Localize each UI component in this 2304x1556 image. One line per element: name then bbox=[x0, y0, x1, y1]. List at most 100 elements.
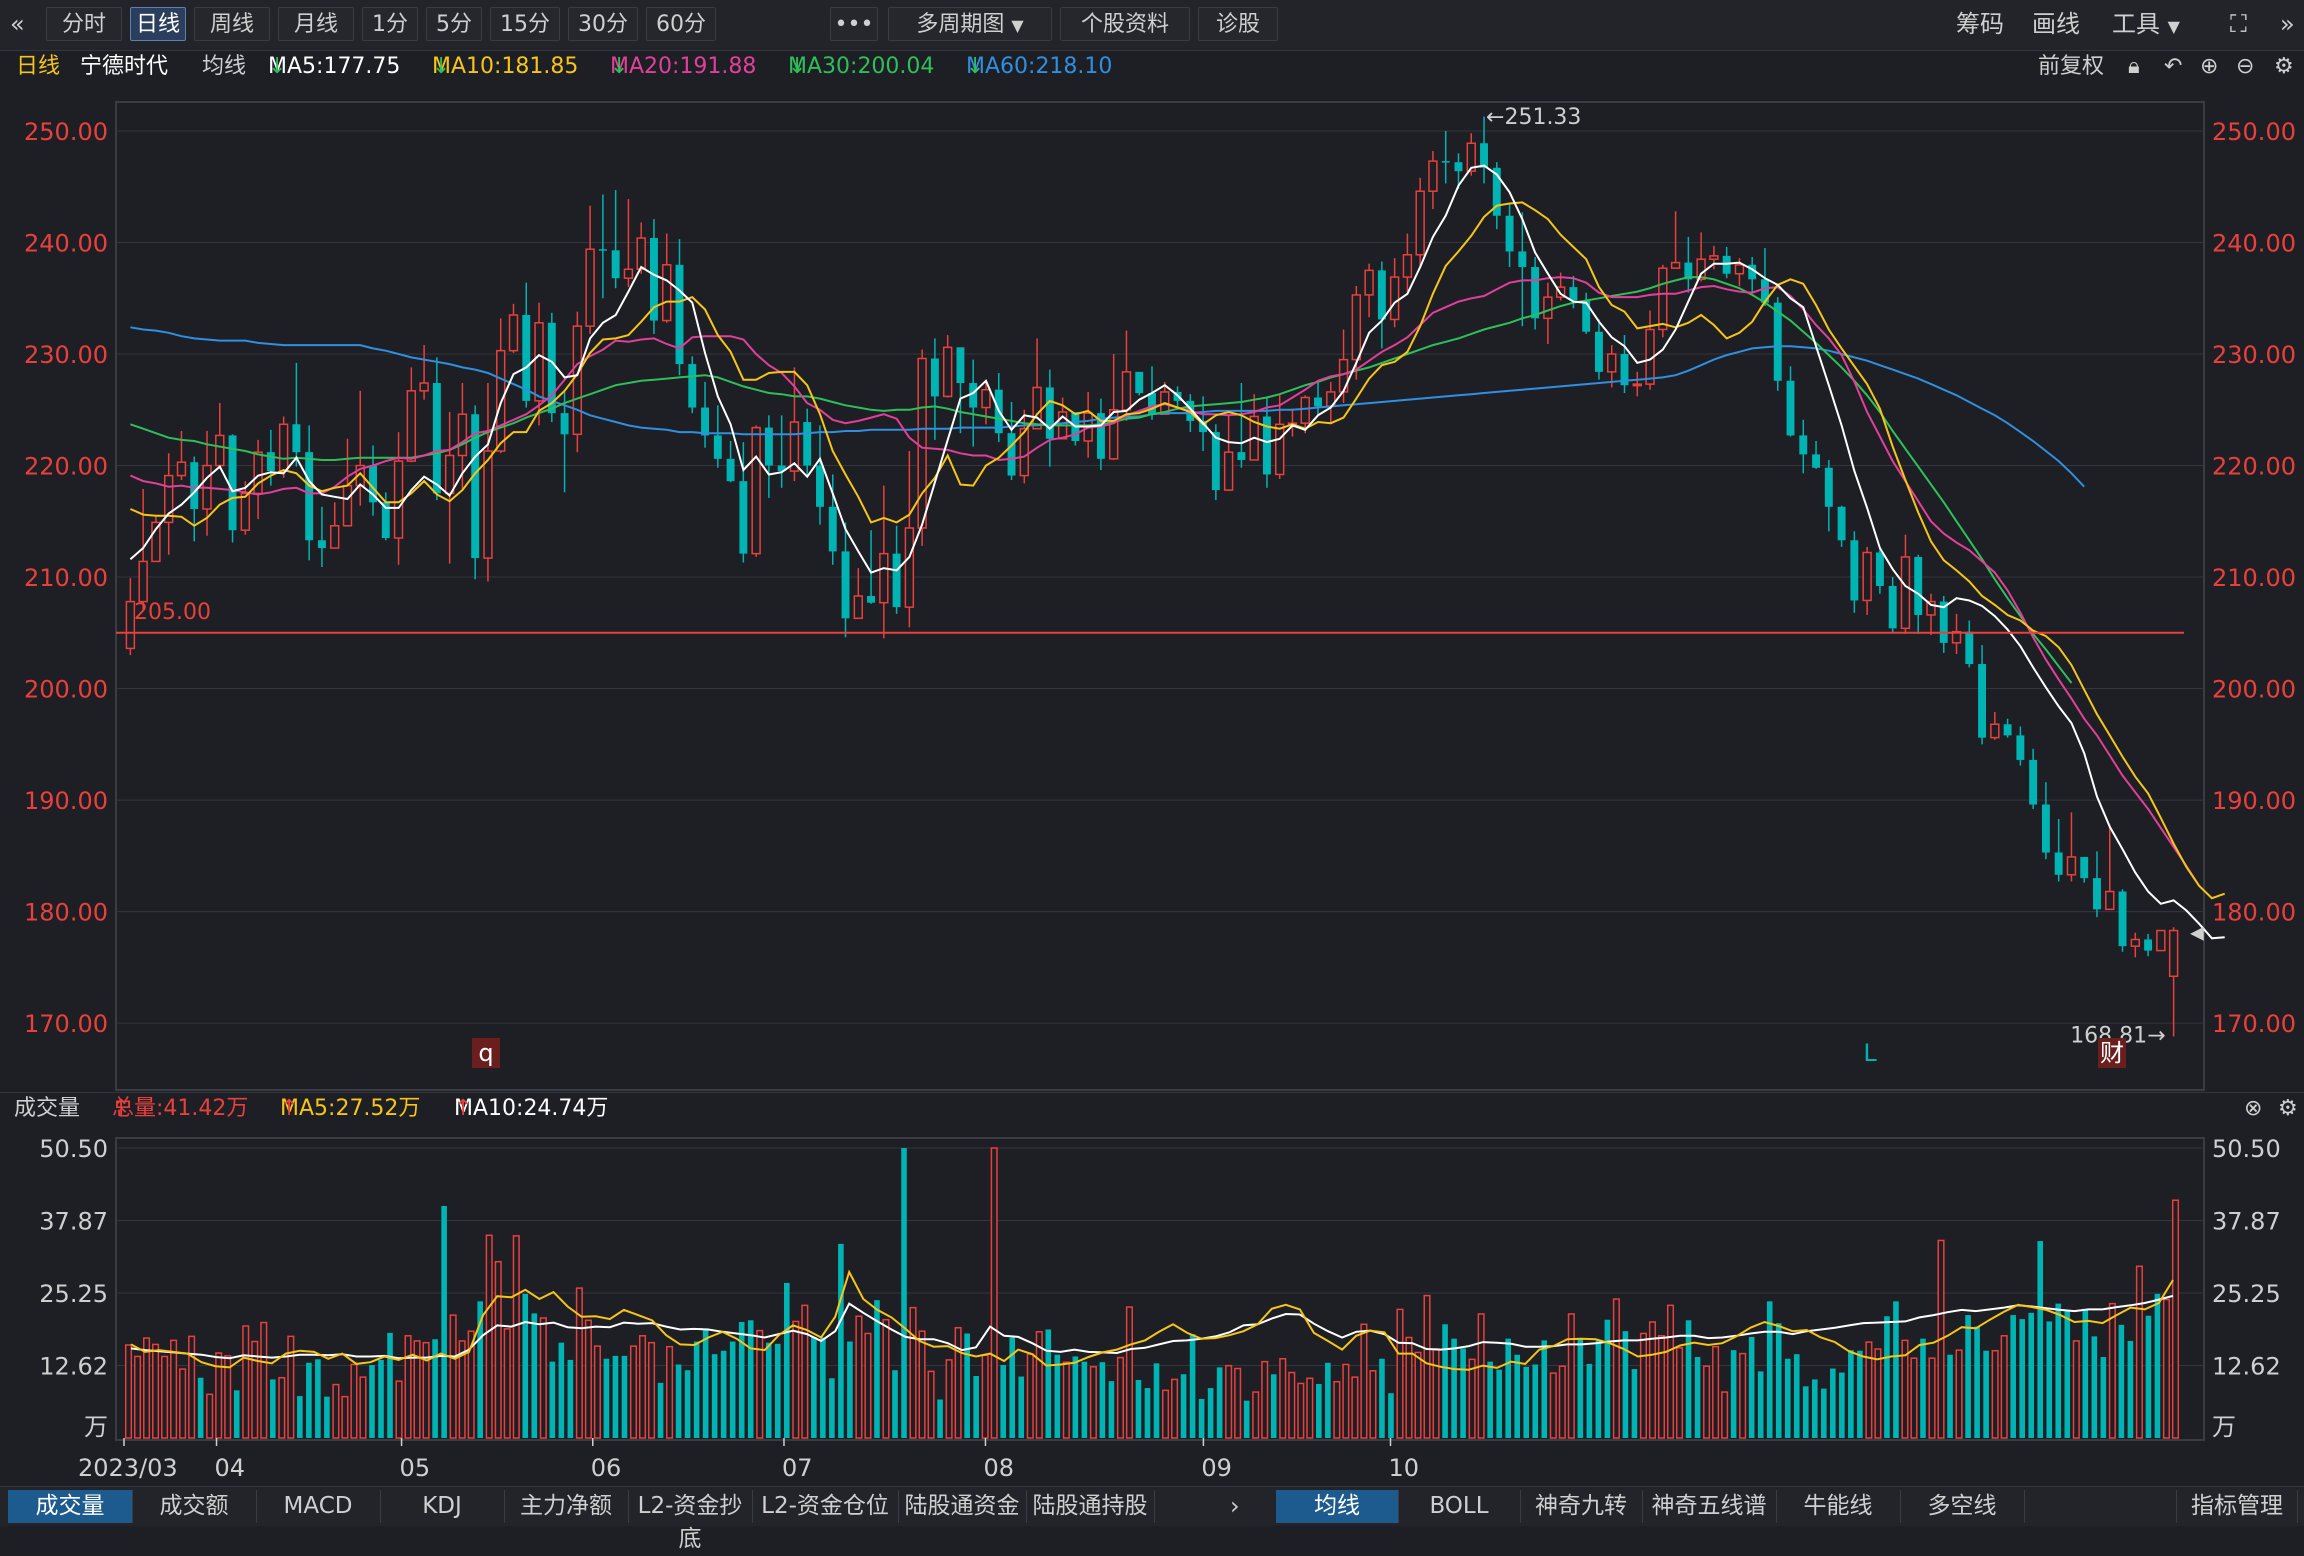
period-button-4[interactable]: 1分 bbox=[362, 7, 418, 41]
expand-icon[interactable]: ⛶ bbox=[2230, 10, 2247, 38]
ma-label[interactable]: 均线 bbox=[202, 54, 247, 79]
period-button-7[interactable]: 30分 bbox=[568, 7, 638, 41]
volume-bar bbox=[1757, 1371, 1764, 1438]
financial-report-marker[interactable]: 财 bbox=[2100, 1039, 2124, 1067]
overlay-tab-5[interactable]: 多空线 bbox=[1900, 1490, 2025, 1523]
undo-icon[interactable]: ↶ bbox=[2164, 54, 2183, 79]
volume-bar bbox=[1360, 1323, 1368, 1439]
indicator-tab-8[interactable]: 陆股通持股 bbox=[1026, 1490, 1155, 1523]
candle-body bbox=[2168, 929, 2179, 978]
tools-button[interactable]: 工具 ▼ bbox=[2112, 7, 2180, 41]
candle-body bbox=[930, 358, 939, 397]
period-button-8[interactable]: 60分 bbox=[646, 7, 716, 41]
volume-bar bbox=[1893, 1301, 1899, 1438]
period-button-2[interactable]: 周线 bbox=[194, 7, 270, 41]
volume-bar bbox=[378, 1359, 384, 1438]
volume-bar bbox=[1297, 1382, 1305, 1439]
period-button-6[interactable]: 15分 bbox=[490, 7, 560, 41]
volume-bar bbox=[1748, 1336, 1755, 1438]
dividend-marker[interactable]: q bbox=[478, 1039, 493, 1067]
chips-button[interactable]: 筹码 bbox=[1956, 10, 2004, 38]
indicator-tab-0[interactable]: 成交量 bbox=[8, 1490, 133, 1523]
volume-bar bbox=[711, 1354, 718, 1438]
multi-period-button[interactable]: 多周期图 ▼ bbox=[888, 7, 1052, 41]
volume-bar bbox=[432, 1339, 438, 1438]
volume-bar bbox=[1170, 1378, 1179, 1439]
chevron-right-icon[interactable]: › bbox=[1230, 1492, 1240, 1520]
period-button-3[interactable]: 月线 bbox=[278, 7, 354, 41]
volume-ma5-text: MA5:27.52万 bbox=[280, 1096, 421, 1121]
volume-bar bbox=[1270, 1374, 1277, 1438]
volume-bar bbox=[1135, 1380, 1142, 1438]
draw-button[interactable]: 画线 bbox=[2032, 10, 2080, 38]
candle-body bbox=[560, 413, 569, 435]
indicator-tab-7[interactable]: 陆股通资金 bbox=[898, 1490, 1027, 1523]
volume-chart[interactable]: 50.50 50.50 37.87 37.87 25.25 25.25 12.62 12.62… bbox=[0, 1124, 2304, 1486]
zoom-out-icon[interactable]: ⊖ bbox=[2236, 54, 2255, 79]
double-chevron-right-icon[interactable]: » bbox=[2280, 10, 2295, 38]
period-button-5[interactable]: 5分 bbox=[426, 7, 482, 41]
volume-bar bbox=[1072, 1356, 1079, 1438]
volume-tick-left: 37.87 bbox=[39, 1208, 108, 1236]
volume-bar bbox=[332, 1383, 340, 1439]
volume-bar bbox=[621, 1355, 628, 1438]
overlay-tab-4[interactable]: 牛能线 bbox=[1776, 1490, 1901, 1523]
candlestick-chart[interactable]: 250.00 250.00 240.00 240.00 230.00 230.00 220.… bbox=[0, 84, 2304, 1092]
indicator-tab-1[interactable]: 成交额 bbox=[132, 1490, 257, 1523]
overlay-tab-2[interactable]: 神奇九转 bbox=[1520, 1490, 1643, 1523]
volume-bar bbox=[413, 1340, 421, 1439]
volume-bar bbox=[1279, 1358, 1287, 1439]
indicator-tab-5[interactable]: L2-资金抄底 bbox=[628, 1490, 753, 1552]
limit-marker[interactable]: L bbox=[1863, 1039, 1877, 1067]
volume-bar bbox=[2145, 1315, 2152, 1438]
overlay-tab-1[interactable]: BOLL bbox=[1398, 1490, 1521, 1523]
more-button[interactable]: ••• bbox=[830, 7, 878, 41]
volume-bar bbox=[1955, 1349, 1963, 1439]
volume-bar bbox=[747, 1320, 754, 1438]
volume-bar bbox=[1666, 1304, 1675, 1439]
diagnose-button[interactable]: 诊股 bbox=[1198, 7, 1278, 41]
y-tick-left: 230.00 bbox=[24, 341, 108, 369]
high-price-label: ←251.33 bbox=[1486, 105, 1581, 130]
gear-icon[interactable]: ⚙ bbox=[2278, 1096, 2298, 1121]
volume-bar bbox=[512, 1235, 520, 1439]
volume-bar bbox=[449, 1314, 457, 1439]
volume-bar bbox=[1342, 1363, 1350, 1439]
lock-icon[interactable]: 🔒︎ bbox=[2128, 54, 2140, 79]
candle-body bbox=[1607, 353, 1617, 373]
volume-bar bbox=[369, 1365, 375, 1438]
period-button-1[interactable]: 日线 bbox=[130, 7, 186, 41]
volume-bar bbox=[927, 1370, 935, 1439]
volume-bar bbox=[1604, 1319, 1611, 1438]
volume-bar bbox=[675, 1364, 682, 1438]
volume-bar bbox=[2108, 1302, 2116, 1439]
stock-info-button[interactable]: 个股资料 bbox=[1060, 7, 1190, 41]
adjust-label[interactable]: 前复权 bbox=[2038, 54, 2105, 79]
candle-body bbox=[240, 492, 251, 531]
candle-body bbox=[317, 540, 326, 549]
indicator-manage-button[interactable]: 指标管理 bbox=[2176, 1490, 2298, 1523]
candle-body bbox=[278, 423, 289, 472]
zoom-in-icon[interactable]: ⊕ bbox=[2200, 54, 2219, 79]
indicator-tab-6[interactable]: L2-资金仓位 bbox=[752, 1490, 899, 1523]
tools-label: 工具 bbox=[2112, 10, 2160, 38]
candle-body bbox=[828, 506, 837, 552]
volume-bar bbox=[2046, 1321, 2053, 1438]
back-icon[interactable]: « bbox=[10, 10, 25, 38]
volume-bar bbox=[1983, 1350, 1989, 1438]
gear-icon[interactable]: ⚙ bbox=[2274, 54, 2294, 79]
close-icon[interactable]: ⊗ bbox=[2244, 1096, 2263, 1121]
period-button-0[interactable]: 分时 bbox=[46, 7, 122, 41]
candle-body bbox=[1658, 267, 1668, 331]
overlay-tab-3[interactable]: 神奇五线谱 bbox=[1642, 1490, 1777, 1523]
indicator-tab-4[interactable]: 主力净额 bbox=[504, 1490, 629, 1523]
volume-bar bbox=[603, 1358, 610, 1438]
volume-bar bbox=[1153, 1363, 1160, 1438]
candle-body bbox=[853, 595, 863, 620]
indicator-tab-3[interactable]: KDJ bbox=[380, 1490, 505, 1523]
overlay-tab-0[interactable]: 均线 bbox=[1276, 1490, 1399, 1523]
volume-bar bbox=[1848, 1350, 1854, 1438]
candle-body bbox=[662, 264, 672, 322]
volume-bar bbox=[133, 1355, 142, 1439]
indicator-tab-2[interactable]: MACD bbox=[256, 1490, 381, 1523]
